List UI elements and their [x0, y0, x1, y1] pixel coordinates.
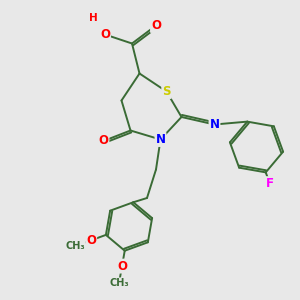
Text: O: O [100, 28, 110, 41]
Text: CH₃: CH₃ [109, 278, 129, 288]
Text: S: S [162, 85, 171, 98]
Text: O: O [86, 234, 96, 247]
Text: O: O [98, 134, 109, 148]
Text: F: F [266, 177, 274, 190]
Text: H: H [88, 13, 98, 23]
Text: CH₃: CH₃ [65, 241, 85, 251]
Text: N: N [209, 118, 220, 131]
Text: O: O [117, 260, 127, 273]
Text: N: N [155, 133, 166, 146]
Text: O: O [151, 19, 161, 32]
